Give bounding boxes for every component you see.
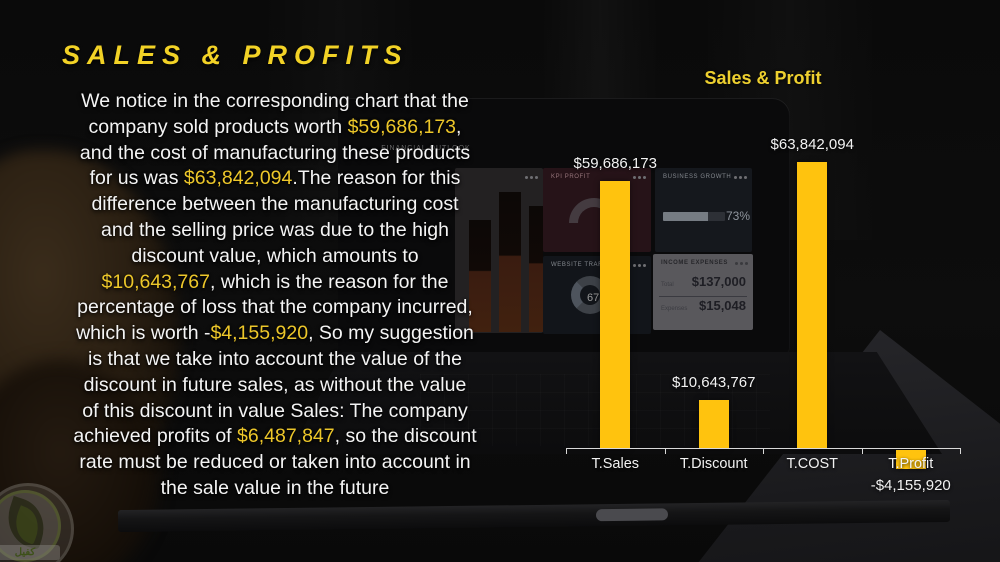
body-text-line: company sold products worth $59,686,173, [88, 115, 462, 138]
mini-bar [469, 220, 491, 332]
dashboard-card-barchart [455, 168, 543, 333]
progress-bar [663, 212, 725, 221]
category-label: T.Profit [888, 456, 934, 472]
ellipsis-icon [530, 176, 533, 179]
laptop-screen: FINANCIAL OUTLOOK KPI PROFIT 67 BUSINESS… [338, 98, 790, 354]
card-title: WEBSITE TRAFFIC [551, 262, 614, 268]
body-text-line: discount in future sales, as without the… [83, 373, 467, 396]
mini-bar [529, 206, 543, 332]
dashboard-card-website-traffic: WEBSITE TRAFFIC 67 [543, 256, 651, 334]
dashboard-card-business-growth: BUSINESS GROWTH 73% [655, 168, 752, 252]
bar-t-profit [895, 450, 926, 469]
data-label: $59,686,173 [573, 154, 657, 172]
bar-t-sales [600, 180, 631, 448]
axis-tick [664, 448, 666, 454]
card-title: KPI PROFIT [551, 174, 591, 180]
ellipsis-icon [638, 176, 641, 179]
body-text-line: is that we take into account the value o… [88, 347, 462, 370]
ellipsis-icon [638, 264, 641, 267]
dashboard-card-kpi-profit: KPI PROFIT 67 [543, 168, 651, 252]
data-label: -$4,155,920 [870, 477, 951, 494]
body-text-line: difference between the manufacturing cos… [91, 193, 459, 216]
body-text-line: discount value, which amounts to [131, 244, 419, 267]
page-title: SALES & PROFITS [62, 40, 409, 70]
watermark-logo: كفيل [0, 483, 74, 562]
axis-tick [861, 448, 863, 454]
body-text: We notice in the corresponding chart tha… [28, 89, 522, 502]
card-title: INCOME EXPENSES [661, 260, 729, 266]
chart-plot: $59,686,173 T.Sales $10,643,767 T.Discount $… [540, 62, 990, 532]
axis-tick [960, 448, 962, 454]
logo-inner-circle [0, 490, 61, 562]
dashboard-heading: FINANCIAL OUTLOOK [381, 145, 471, 152]
body-text-line: for us was $63,842,094.The reason for th… [89, 167, 461, 190]
data-label: $63,842,094 [770, 136, 854, 153]
donut-value: 67 [587, 292, 600, 304]
body-text-line: percentage of loss that the company incu… [77, 296, 473, 319]
body-text-line: achieved profits of $6,487,847, so the d… [73, 425, 477, 448]
income-row-label: Total [661, 282, 674, 288]
category-label: T.COST [786, 456, 839, 472]
divider [659, 296, 747, 297]
growth-progress-fill [663, 212, 709, 221]
progress-value: 73% [726, 209, 751, 223]
category-label: T.Discount [679, 456, 748, 472]
chart-title: Sales & Profit [704, 68, 822, 88]
mini-bar [499, 192, 521, 332]
axis-tick [763, 448, 765, 454]
category-label: T.Sales [591, 456, 640, 472]
axis-tick [566, 448, 568, 454]
sales-profit-chart: Sales & Profit $59,686,173 T.Sales $10,643… [540, 62, 990, 532]
card-title: BUSINESS GROWTH [663, 174, 732, 180]
income-row-label: Expenses [661, 306, 688, 312]
body-text-line: rate must be reduced or taken into accou… [79, 451, 471, 474]
bar-t-discount [698, 400, 729, 448]
data-label: $10,643,767 [672, 374, 756, 392]
body-text-line: and the selling price was due to the hig… [101, 218, 449, 241]
dashboard-card-income-expenses: INCOME EXPENSES Total $137,000 Expenses … [653, 254, 753, 330]
income-row-value: $137,000 [691, 274, 746, 289]
ellipsis-icon [740, 262, 743, 265]
bar-t-cost [797, 162, 828, 448]
body-text-line: $10,643,767, which is the reason for the [101, 270, 449, 293]
body-text-line: the sale value in the future [160, 476, 390, 499]
body-text-line: which is worth -$4,155,920, So my sugges… [76, 322, 474, 345]
body-text-line: We notice in the corresponding chart tha… [81, 90, 469, 112]
logo-wordmark: كفيل [0, 545, 60, 560]
ellipsis-icon [739, 176, 742, 179]
body-text-line: of this discount in value Sales: The com… [82, 399, 468, 422]
income-row-value: $15,048 [699, 298, 746, 313]
body-text-line: and the cost of manufacturing these prod… [79, 141, 471, 164]
